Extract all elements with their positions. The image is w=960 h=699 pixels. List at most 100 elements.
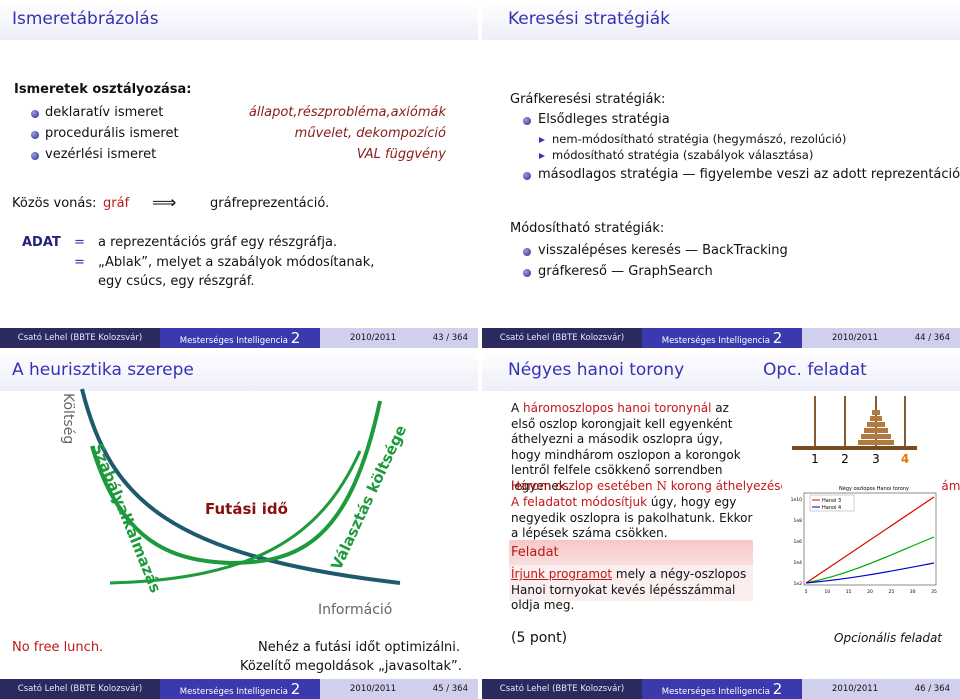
heading: Gráfkeresési stratégiák: bbox=[510, 92, 666, 107]
slide: A heurisztika szerepe Költség Szabályalk… bbox=[0, 351, 478, 699]
x-axis-label: Információ bbox=[318, 602, 392, 618]
x-tick-label: 30 bbox=[910, 589, 916, 595]
course: Mesterséges Intelligencia bbox=[179, 687, 288, 697]
paragraph: A háromoszlopos hanoi toronynál az első … bbox=[511, 401, 746, 494]
text: A bbox=[511, 401, 520, 415]
footer-date: 2010/2011 45 / 364 bbox=[320, 679, 478, 699]
y-axis-label: Költség bbox=[60, 393, 76, 444]
term: vezérlési ismeret bbox=[45, 147, 157, 162]
footer-course: Mesterséges Intelligencia 2 bbox=[642, 679, 802, 699]
footer-author: Csató Lehel (BBTE Kolozsvár) bbox=[0, 679, 160, 699]
sub-bullet bbox=[539, 137, 545, 143]
line: a reprezentációs gráf egy részgráfja. bbox=[98, 235, 338, 250]
curve-label: Szabályalkalmazás bbox=[88, 441, 164, 596]
disks bbox=[858, 410, 894, 445]
footer-author: Csató Lehel (BBTE Kolozsvár) bbox=[482, 328, 642, 348]
course: Mesterséges Intelligencia bbox=[179, 336, 288, 346]
sub-bullet bbox=[539, 153, 545, 159]
footer-author: Csató Lehel (BBTE Kolozsvár) bbox=[482, 679, 642, 699]
header: Keresési stratégiák bbox=[482, 0, 960, 40]
hanoi-image: 1 2 3 4 bbox=[792, 396, 917, 466]
y-tick-label: 1e10 bbox=[791, 497, 802, 503]
slide-title: A heurisztika szerepe bbox=[12, 360, 194, 380]
legend bbox=[809, 494, 855, 512]
pole-label: 3 bbox=[872, 452, 880, 466]
pole-label: 2 bbox=[841, 452, 849, 466]
heading: Módosítható stratégiák: bbox=[510, 221, 665, 236]
text: úgy, hogy egy negyedik oszlopra is pakol… bbox=[511, 495, 753, 540]
slide: Keresési stratégiák Gráfkeresési stratég… bbox=[482, 0, 960, 348]
item: visszalépéses keresés — BackTracking bbox=[538, 243, 788, 258]
curve bbox=[805, 536, 935, 584]
year: 2010/2011 bbox=[832, 333, 879, 343]
text: az első oszlop korongjait kell egyenként… bbox=[511, 401, 741, 493]
emphasis: A feladatot módosítjuk bbox=[511, 495, 648, 509]
mini-chart: Négy oszlopos Hanoi torony 1e10 1e8 1e6 1e4… bbox=[782, 479, 942, 601]
slide: Négyes hanoi torony Opc. feladat A három… bbox=[482, 351, 960, 699]
remark: No free lunch. bbox=[12, 640, 104, 655]
equals: = bbox=[74, 235, 85, 250]
curve bbox=[80, 388, 401, 585]
note: Opcionális feladat bbox=[834, 631, 942, 645]
x-tick-label: 5 bbox=[805, 589, 808, 595]
page-number: 46 / 364 bbox=[914, 684, 950, 694]
y-tick-label: 1e6 bbox=[794, 539, 803, 545]
course-number: 2 bbox=[290, 680, 301, 698]
pole bbox=[844, 396, 846, 446]
curve bbox=[805, 562, 935, 584]
footer: Csató Lehel (BBTE Kolozsvár) Mesterséges … bbox=[0, 328, 478, 348]
block-title: Feladat bbox=[511, 545, 559, 560]
y-tick-label: 1e8 bbox=[794, 518, 803, 524]
page-number: 43 / 364 bbox=[432, 333, 468, 343]
year: 2010/2011 bbox=[350, 684, 397, 694]
bullet bbox=[31, 152, 39, 160]
footer-author: Csató Lehel (BBTE Kolozsvár) bbox=[0, 328, 160, 348]
header: Ismeretábrázolás bbox=[0, 0, 478, 40]
equals: = bbox=[74, 255, 85, 270]
x-tick-label: 25 bbox=[888, 589, 894, 595]
note: művelet, dekompozíció bbox=[294, 126, 446, 141]
footer: Csató Lehel (BBTE Kolozsvár) Mesterséges … bbox=[0, 679, 478, 699]
course: Mesterséges Intelligencia bbox=[661, 687, 770, 697]
page-number: 45 / 364 bbox=[432, 684, 468, 694]
slide-title: Ismeretábrázolás bbox=[12, 9, 159, 29]
block-body: Írjunk programot mely a négy-oszlopos Ha… bbox=[509, 565, 753, 612]
footer-course: Mesterséges Intelligencia 2 bbox=[160, 328, 320, 348]
header: Négyes hanoi torony Opc. feladat bbox=[482, 351, 960, 391]
arrow: ⟹ bbox=[152, 193, 177, 213]
year: 2010/2011 bbox=[350, 333, 397, 343]
chart-title: Négy oszlopos Hanoi torony bbox=[839, 485, 909, 492]
pole-label: 1 bbox=[811, 452, 819, 466]
symbol: N bbox=[656, 479, 667, 493]
paragraph: A feladatot módosítjuk úgy, hogy egy neg… bbox=[511, 495, 756, 542]
label: ADAT bbox=[22, 235, 61, 250]
result: gráfreprezentáció. bbox=[210, 196, 330, 211]
line: „Ablak”, melyet a szabályok módosítanak, bbox=[98, 255, 375, 270]
label: Közös vonás: bbox=[12, 196, 97, 211]
base bbox=[792, 446, 917, 450]
note: VAL függvény bbox=[356, 147, 446, 162]
term: gráf bbox=[103, 196, 130, 211]
pole-label: 4 bbox=[901, 452, 909, 466]
x-tick-label: 15 bbox=[846, 589, 852, 595]
bullet bbox=[523, 248, 531, 256]
slide: Ismeretábrázolás Ismeretek osztályozása:… bbox=[0, 0, 478, 348]
sub-item: nem-módosítható stratégia (hegymászó, re… bbox=[552, 132, 847, 146]
page-number: 44 / 364 bbox=[914, 333, 950, 343]
bullet bbox=[523, 117, 531, 125]
item: Elsődleges stratégia bbox=[538, 112, 670, 127]
line: egy csúcs, egy részgráf. bbox=[98, 274, 255, 289]
course: Mesterséges Intelligencia bbox=[661, 336, 770, 346]
emphasis: háromoszlopos hanoi toronynál bbox=[523, 401, 712, 415]
text: mely a négy-oszlopos Hanoi tornyokat kev… bbox=[511, 567, 747, 612]
curve bbox=[109, 450, 362, 585]
footer-date: 2010/2011 43 / 364 bbox=[320, 328, 478, 348]
item: másodlagos stratégia — figyelembe veszi … bbox=[538, 167, 960, 182]
footer-date: 2010/2011 44 / 364 bbox=[802, 328, 960, 348]
footer: Csató Lehel (BBTE Kolozsvár) Mesterséges … bbox=[482, 679, 960, 699]
curve bbox=[90, 400, 382, 566]
course-number: 2 bbox=[772, 680, 783, 698]
text: Három oszlop esetében bbox=[511, 479, 653, 493]
term: deklaratív ismeret bbox=[45, 105, 164, 120]
